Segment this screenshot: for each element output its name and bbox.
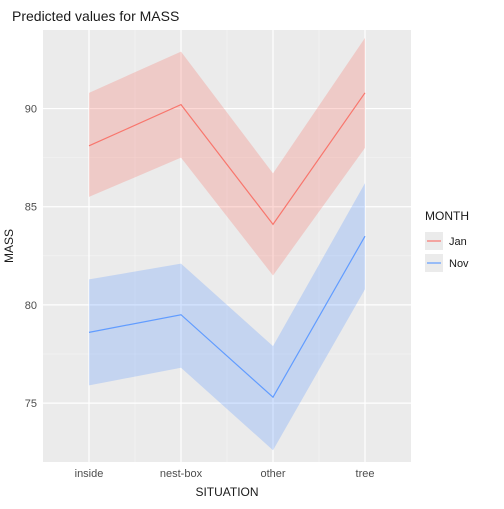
x-tick-label: tree (356, 468, 375, 480)
chart-title: Predicted values for MASS (12, 8, 179, 24)
chart-container: Predicted values for MASS 75 80 85 90 inside… (0, 0, 504, 504)
x-axis-title: SITUATION (195, 485, 258, 499)
chart-svg: 75 80 85 90 inside nest-box other tree SITUATION… (0, 0, 504, 504)
legend-label: Jan (449, 236, 467, 248)
y-tick-label: 85 (25, 202, 37, 214)
legend-label: Nov (449, 258, 469, 270)
legend-title: MONTH (425, 209, 469, 223)
y-axis-title: MASS (2, 229, 16, 263)
y-tick-label: 75 (25, 398, 37, 410)
y-tick-label: 80 (25, 300, 37, 312)
x-tick-label: inside (75, 468, 104, 480)
y-tick-label: 90 (25, 104, 37, 116)
x-tick-label: nest-box (160, 468, 203, 480)
x-tick-label: other (260, 468, 285, 480)
